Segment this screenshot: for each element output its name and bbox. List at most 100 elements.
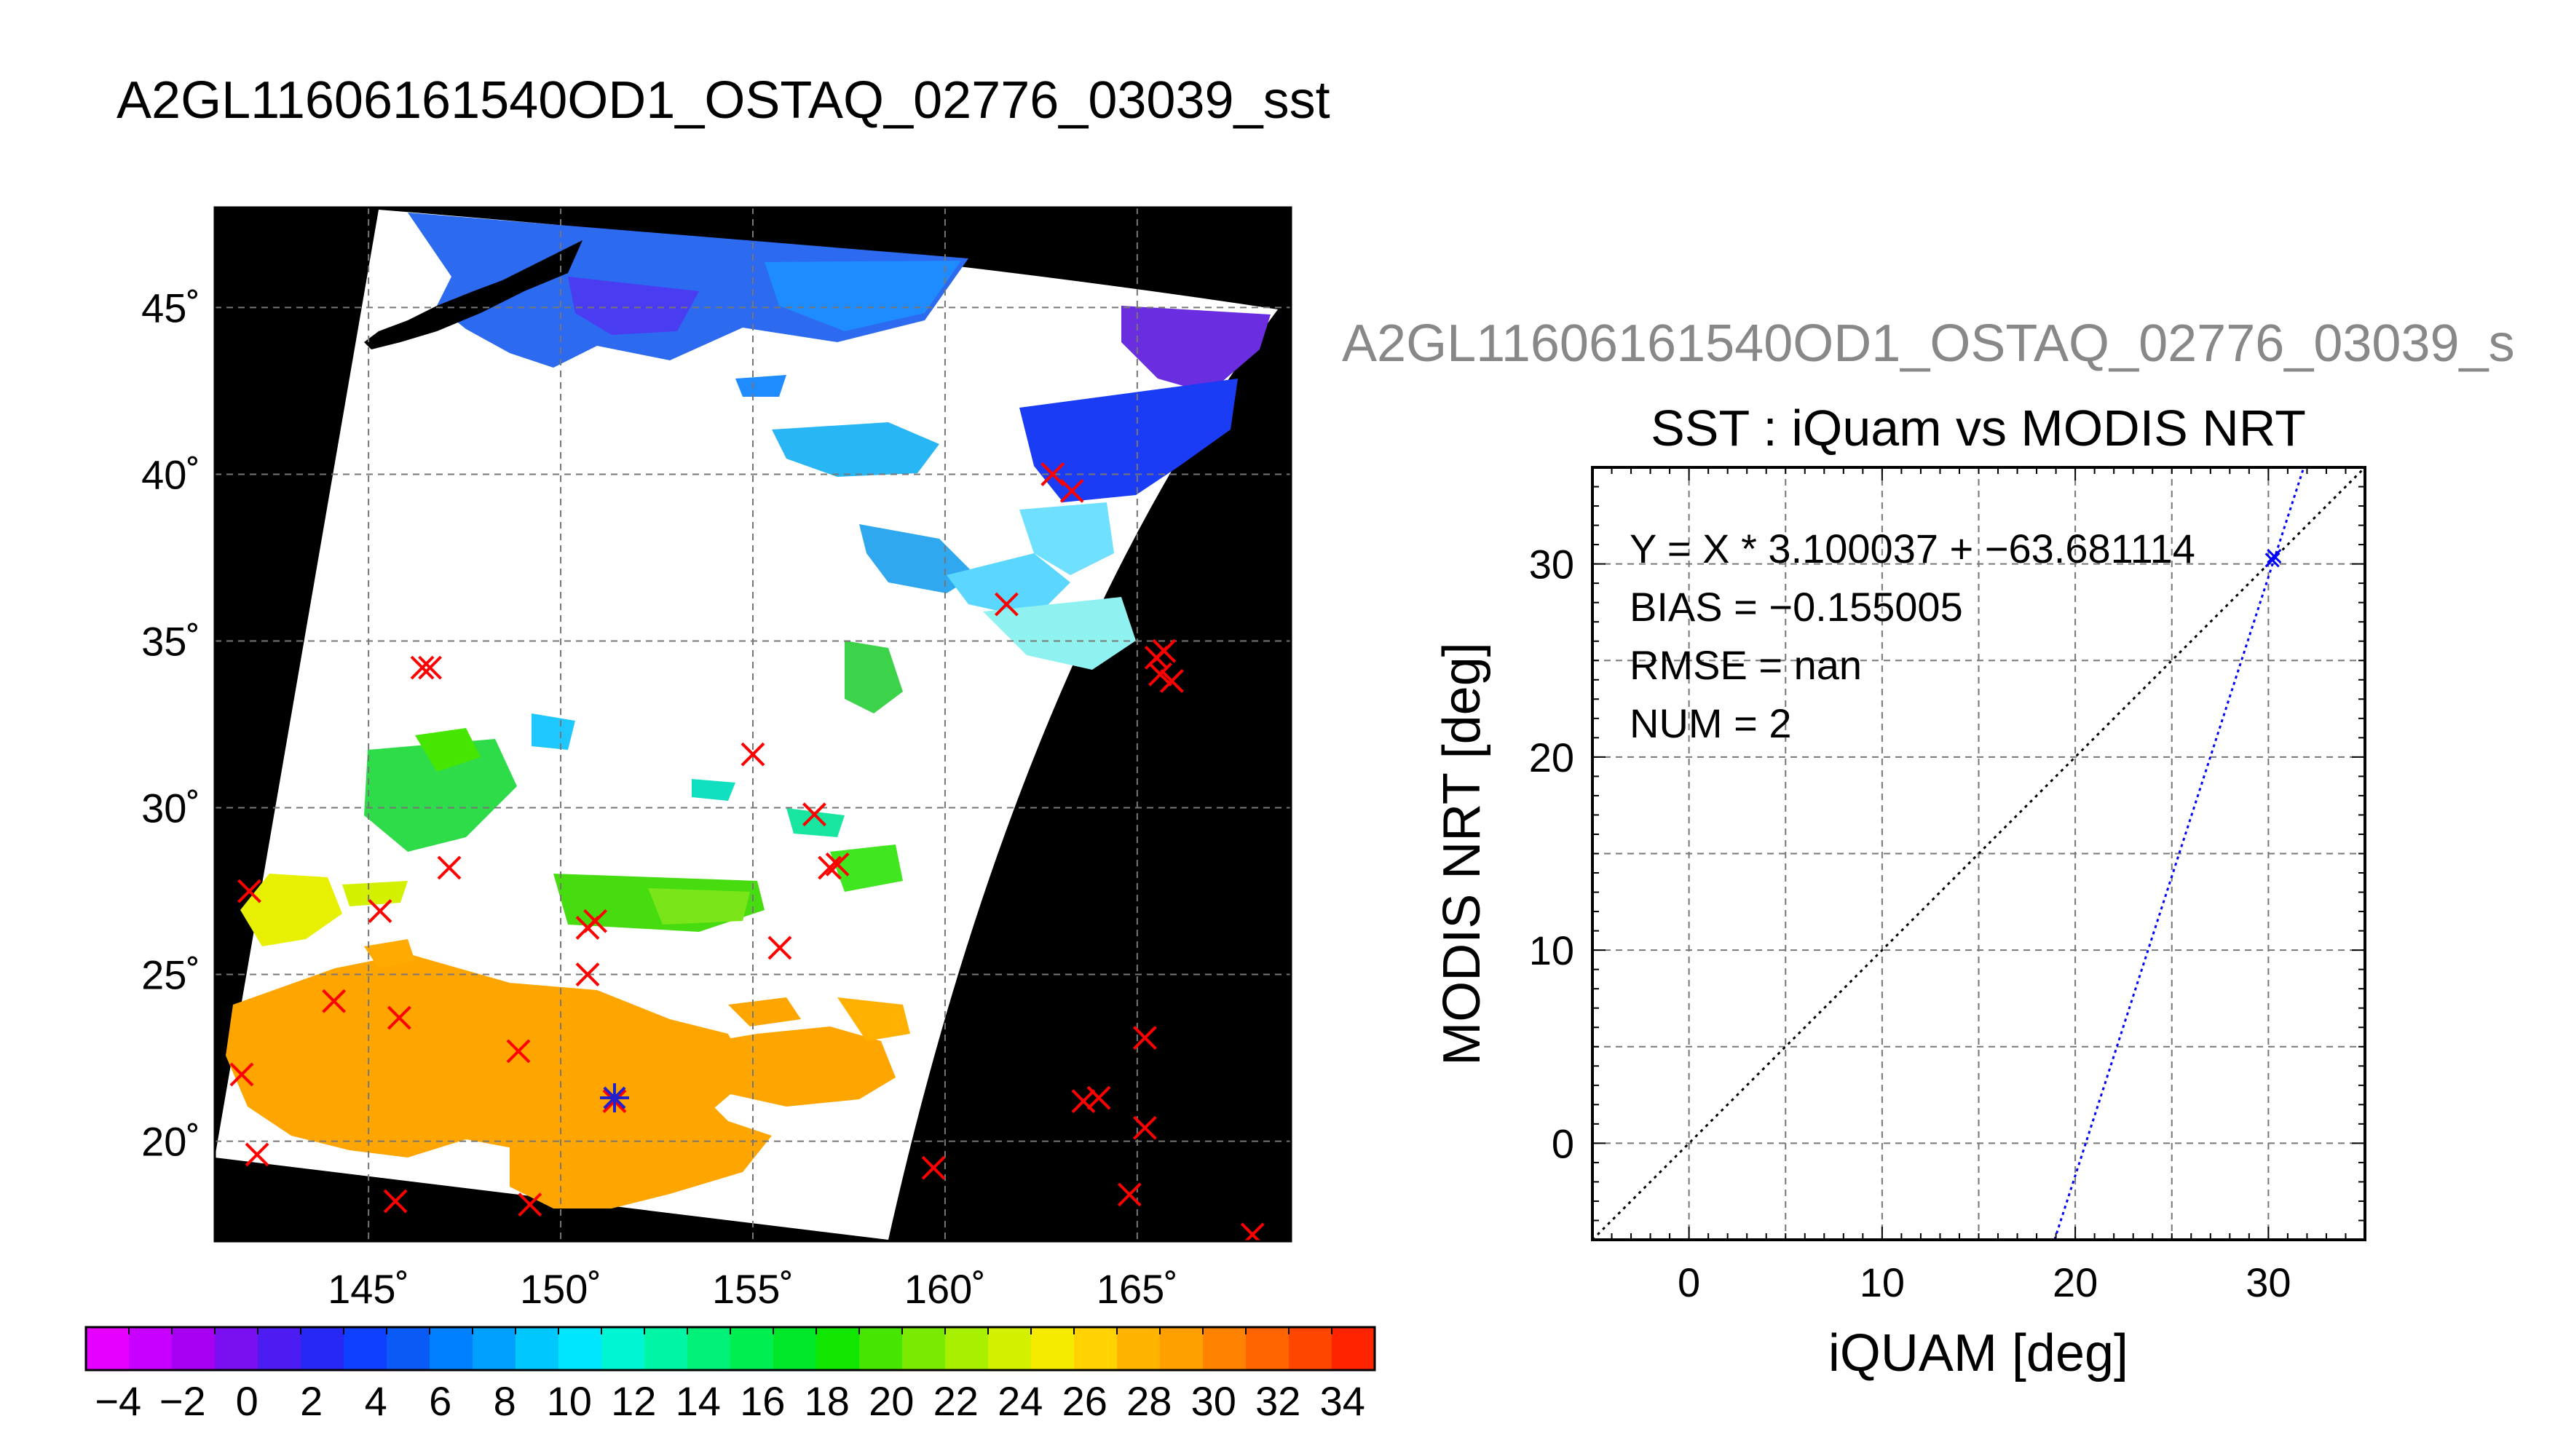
map-lat-tick-label: 30˚ [141,786,200,831]
colorbar-cell [1246,1327,1290,1370]
colorbar-cell [86,1327,130,1370]
buoy-marker [575,962,600,986]
colorbar-tick-label: 22 [933,1378,979,1424]
scatter-x-tick-label: 10 [1860,1259,1905,1305]
colorbar-tick-label: 12 [611,1378,656,1424]
coastline [364,240,583,349]
buoy-marker [741,742,765,767]
stats-rmse: RMSE = nan [1630,642,1862,688]
regression-line [2053,467,2305,1240]
buoy-markers [229,462,1265,1241]
buoy-marker [506,1039,531,1064]
map-lon-tick-label: 160˚ [904,1266,986,1312]
buoy-marker [418,655,443,680]
scatter-y-axis-label: MODIS NRT [deg] [1433,642,1491,1066]
colorbar-tick-label: 2 [300,1378,323,1424]
colorbar-cell [1203,1327,1247,1370]
buoy-marker [229,1062,254,1087]
colorbar-tick-label: 10 [547,1378,592,1424]
buoy-marker [1152,638,1177,663]
buoy-marker [1133,1115,1157,1140]
colorbar-cell [988,1327,1032,1370]
buoy-marker [1148,662,1172,687]
scatter-x-tick-label: 30 [2246,1259,2291,1305]
scatter-panel-subtitle: SST : iQuam vs MODIS NRT [1651,400,2306,456]
buoy-marker [1240,1222,1265,1241]
colorbar-cell [172,1327,216,1370]
colorbar-tick-label: 4 [365,1378,387,1424]
scatter-y-tick-label: 30 [1529,542,1574,587]
map-lat-tick-label: 35˚ [141,618,200,664]
colorbar-cell [644,1327,688,1370]
colorbar-cell [473,1327,516,1370]
colorbar-tick-label: 30 [1191,1378,1236,1424]
colorbar-tick-label: 32 [1255,1378,1300,1424]
colorbar-cell [687,1327,731,1370]
buoy-marker [1133,1026,1157,1050]
colorbar-tick-label: 0 [236,1378,258,1424]
buoy-marker [410,655,435,680]
colorbar-tick-label: 28 [1126,1378,1172,1424]
colorbar-tick-label: −2 [159,1378,206,1424]
sst-retrievals [226,213,1271,1208]
map-panel: 145˚ 150˚ 155˚ 160˚ 165˚ 45˚ 40˚ 35˚ 30˚ 25˚ 20˚ [141,206,1292,1312]
buoy-marker [1071,1089,1096,1114]
colorbar-tick-label: 14 [676,1378,721,1424]
buoy-marker [245,1142,269,1167]
colorbar-tick-label: 18 [805,1378,850,1424]
map-frame [213,206,1292,1243]
colorbar-cell [1031,1327,1075,1370]
buoy-marker [1117,1182,1142,1207]
scatter-y-tick-label: 20 [1529,735,1574,780]
colorbar-frame [84,1326,1376,1372]
colorbar-tick-label: 20 [869,1378,914,1424]
map-gridlines [215,207,1291,1241]
map-axis-labels: 145˚ 150˚ 155˚ 160˚ 165˚ 45˚ 40˚ 35˚ 30˚ 25˚ 20˚ [141,285,1178,1312]
scatter-panel: A2GL11606161540OD1_OSTAQ_02776_03039_s S… [1342,314,2515,1382]
scatter-y-tick-label: 10 [1529,927,1574,973]
buoy-marker [994,592,1019,617]
map-lat-tick-label: 25˚ [141,952,200,998]
matchup-points [2264,548,2282,568]
colorbar-cell [859,1327,903,1370]
colorbar-cell [387,1327,430,1370]
scatter-ticks [1592,467,2366,1241]
buoy-marker [322,989,347,1013]
buoy-marker [437,855,462,880]
buoy-marker [921,1155,946,1180]
colorbar-cell [1332,1327,1375,1370]
scatter-y-tick-label: 0 [1552,1120,1574,1166]
colorbar-cell [344,1327,387,1370]
matchup-star-marker [599,1083,629,1113]
colorbar-cell [1074,1327,1118,1370]
buoy-marker [802,802,826,827]
scatter-x-axis-label: iQUAM [deg] [1828,1324,2128,1382]
stats-fit: Y = X * 3.100037 + −63.681114 [1630,526,2195,571]
colorbar-cell [730,1327,774,1370]
buoy-marker [368,899,392,923]
buoy-marker [383,1189,408,1214]
colorbar-cells [86,1327,1375,1370]
buoy-marker [387,1005,411,1030]
colorbar-cell [1117,1327,1161,1370]
map-lat-tick-label: 45˚ [141,285,200,331]
scatter-panel-title: A2GL11606161540OD1_OSTAQ_02776_03039_s [1342,314,2515,373]
scatter-tick-labels: 0 10 20 30 0 10 20 30 [1529,542,2291,1305]
colorbar-cell [258,1327,301,1370]
colorbar-cell [902,1327,946,1370]
stats-bias: BIAS = −0.155005 [1630,584,1963,630]
colorbar-tick-label: 16 [740,1378,785,1424]
colorbar-tick-label: 24 [998,1378,1043,1424]
colorbar-cell [301,1327,344,1370]
stats-num: NUM = 2 [1630,700,1792,746]
buoy-marker [575,916,600,940]
colorbar-cell [215,1327,258,1370]
identity-line [1592,467,2365,1240]
colorbar-cell [945,1327,989,1370]
buoy-marker [1059,478,1084,503]
map-lon-tick-label: 145˚ [328,1266,409,1312]
colorbar-cell [1289,1327,1332,1370]
colorbar-cell [1160,1327,1204,1370]
buoy-marker [1159,669,1184,693]
